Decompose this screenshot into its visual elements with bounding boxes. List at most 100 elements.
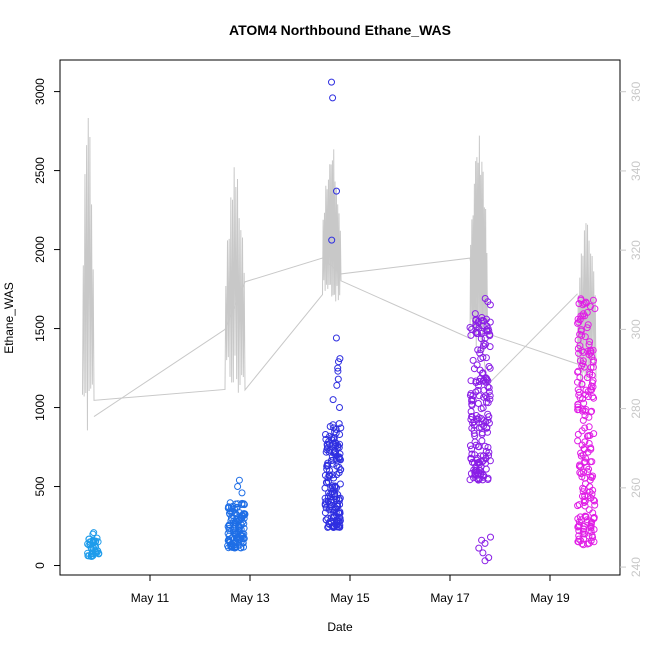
scatter-point: [478, 536, 486, 544]
scatter-point: [470, 418, 478, 426]
scatter-point: [575, 518, 583, 526]
scatter-point: [330, 424, 338, 432]
scatter-point: [578, 427, 586, 435]
scatter-point: [580, 300, 588, 307]
scatter-point: [483, 424, 491, 432]
scatter-point: [329, 460, 337, 468]
secondary-line-layer: [82, 117, 597, 431]
y2-tick-label: 300: [629, 319, 643, 339]
scatter-point: [474, 476, 482, 484]
scatter-point: [588, 386, 596, 394]
y2-tick-label: 360: [629, 81, 643, 101]
scatter-point: [589, 363, 597, 371]
scatter-point: [225, 532, 233, 540]
scatter-point: [581, 512, 589, 520]
scatter-point: [578, 380, 586, 388]
scatter-point: [226, 521, 234, 529]
y-tick-label: 1500: [33, 315, 47, 342]
scatter-point: [469, 419, 477, 427]
scatter-point: [331, 483, 338, 491]
scatter-point: [472, 377, 480, 385]
scatter-point: [484, 383, 492, 391]
scatter-point: [468, 445, 476, 453]
scatter-point: [233, 503, 241, 511]
y-tick-label: 0: [33, 562, 47, 569]
x-tick-label: May 17: [430, 591, 470, 605]
scatter-point: [589, 393, 597, 401]
scatter-point: [328, 236, 336, 244]
scatter-point: [477, 335, 485, 343]
scatter-point: [580, 485, 588, 493]
scatter-point: [579, 492, 586, 500]
scatter-point: [322, 431, 329, 438]
scatter-point: [486, 392, 494, 400]
scatter-point: [334, 491, 342, 499]
scatter-point: [330, 474, 338, 482]
scatter-point: [327, 493, 334, 501]
scatter-point: [235, 524, 243, 532]
scatter-point: [587, 523, 595, 531]
y-tick-label: 1000: [33, 394, 47, 421]
scatter-point: [589, 296, 597, 304]
scatter-point: [580, 399, 588, 407]
scatter-point: [584, 393, 592, 401]
scatter-point: [484, 399, 492, 407]
scatter-point: [239, 512, 247, 520]
scatter-point: [579, 407, 586, 415]
scatter-point: [327, 490, 335, 497]
scatter-point: [232, 541, 240, 548]
scatter-point: [322, 435, 330, 443]
y2-tick-label: 280: [629, 398, 643, 418]
scatter-point: [481, 557, 489, 565]
scatter-point: [474, 400, 482, 407]
scatter-point: [574, 437, 582, 445]
scatter-point: [227, 514, 235, 522]
scatter-point: [486, 343, 494, 351]
scatter-point: [587, 349, 594, 357]
scatter-point: [479, 322, 487, 330]
scatter-point: [485, 554, 493, 562]
scatter-point: [577, 326, 585, 334]
scatter-point: [336, 404, 343, 411]
scatter-point: [325, 440, 333, 448]
scatter-point: [588, 371, 596, 379]
scatter-point: [468, 400, 476, 408]
scatter-point: [332, 439, 340, 447]
scatter-point: [584, 321, 592, 329]
scatter-point: [485, 384, 493, 392]
scatter-point: [579, 301, 587, 309]
scatter-point: [466, 476, 474, 484]
scatter-point: [481, 295, 489, 302]
scatter-point: [575, 391, 583, 399]
scatter-point: [591, 501, 599, 509]
scatter-point: [233, 534, 241, 542]
scatter-point: [87, 552, 95, 560]
scatter-point: [477, 463, 485, 471]
scatter-point: [585, 423, 593, 431]
scatter-point: [471, 451, 479, 459]
scatter-point: [478, 370, 486, 377]
y-tick-label: 3000: [33, 78, 47, 105]
x-axis-label: Date: [327, 620, 353, 634]
y2-tick-label: 320: [629, 240, 643, 260]
scatter-point: [581, 474, 589, 482]
scatter-point: [579, 527, 587, 535]
y-tick-label: 2500: [33, 157, 47, 184]
scatter-point: [321, 471, 329, 479]
scatter-point: [321, 509, 329, 517]
y2-tick-label: 340: [629, 161, 643, 181]
scatter-point: [581, 333, 589, 341]
scatter-point: [472, 317, 480, 324]
scatter-point: [481, 334, 489, 342]
scatter-point: [337, 424, 345, 432]
scatter-point: [589, 358, 597, 366]
scatter-point: [477, 346, 485, 354]
scatter-point: [326, 504, 334, 512]
scatter-point: [486, 364, 494, 372]
scatter-point: [576, 330, 584, 338]
scatter-point: [574, 319, 582, 327]
scatter-point: [580, 348, 588, 356]
scatter-point: [574, 538, 582, 546]
scatter-point: [475, 544, 483, 552]
scatter-point: [575, 406, 583, 413]
